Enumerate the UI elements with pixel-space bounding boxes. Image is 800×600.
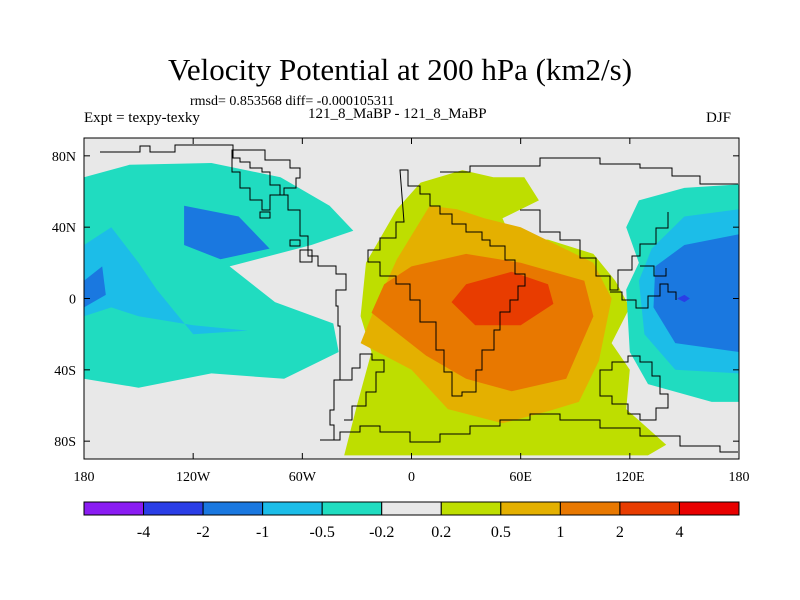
- subtitle: 121_8_MaBP - 121_8_MaBP: [308, 106, 487, 122]
- y-tick-label: 80S: [54, 435, 76, 450]
- colorbar-label: 0.5: [491, 524, 511, 541]
- colorbar-swatch: [202, 501, 264, 516]
- coastline-south-america-south: [340, 353, 385, 421]
- x-tick-label: 120E: [615, 470, 645, 485]
- contour-positive-2-4: [451, 271, 554, 326]
- contour-negative-east-1-2: [653, 234, 739, 352]
- x-tick-label: 120W: [176, 470, 211, 485]
- contour-negative-west-0.5-1: [84, 227, 248, 335]
- colorbar-swatch: [619, 501, 680, 516]
- colorbar-label: 4: [675, 524, 683, 541]
- coastline-antarctica: [320, 413, 738, 453]
- coastline-north-america-islands: [259, 211, 313, 263]
- y-tick-label: 80N: [52, 150, 76, 165]
- x-tick-label: 180: [729, 470, 750, 485]
- colorbar-swatch: [381, 501, 442, 516]
- colorbar-swatch: [440, 501, 502, 516]
- colorbar-label: -1: [256, 524, 269, 541]
- colorbar-label: -0.5: [310, 524, 335, 541]
- contour-negative-west2-1-2: [184, 205, 270, 260]
- coastline-eurasia: [440, 157, 738, 291]
- coastline-australia: [599, 355, 669, 421]
- y-tick-label: 0: [69, 293, 76, 308]
- coastline-africa-europe: [367, 169, 526, 397]
- coastline-southeast-asia: [610, 265, 677, 309]
- contour-negative-east-2-4: [677, 294, 690, 303]
- colorbar-swatch: [321, 501, 383, 516]
- colorbar-swatch: [500, 501, 561, 516]
- stats-text: rmsd= 0.853568 diff= -0.000105311: [190, 94, 395, 109]
- contour-negative-west-0.2-0.5: [84, 163, 354, 388]
- colorbar-swatch: [262, 501, 323, 516]
- season-label: DJF: [706, 110, 732, 126]
- experiment-label: Expt = texpy-texky: [84, 110, 200, 126]
- x-tick-label: 180: [74, 470, 95, 485]
- y-tick-label: 40N: [52, 221, 76, 236]
- colorbar-label: -2: [196, 524, 209, 541]
- contour-negative-west-1-2: [84, 266, 106, 308]
- coastline-americas: [100, 144, 347, 440]
- colorbar-label: 1: [556, 524, 564, 541]
- colorbar-label: 2: [616, 524, 624, 541]
- x-tick-label: 60W: [289, 470, 317, 485]
- y-tick-label: 40S: [54, 364, 76, 379]
- colorbar-swatch: [83, 501, 145, 516]
- colorbar-swatch: [678, 501, 740, 516]
- colorbar-swatch: [559, 501, 621, 516]
- x-tick-label: 0: [408, 470, 415, 485]
- colorbar-label: -4: [137, 524, 150, 541]
- colorbar-label: 0.2: [431, 524, 451, 541]
- chart-title: Velocity Potential at 200 hPa (km2/s): [167, 52, 633, 87]
- coastline-greenland: [231, 149, 301, 211]
- x-tick-label: 60E: [509, 470, 532, 485]
- colorbar-swatch: [143, 501, 204, 516]
- colorbar-label: -0.2: [369, 524, 394, 541]
